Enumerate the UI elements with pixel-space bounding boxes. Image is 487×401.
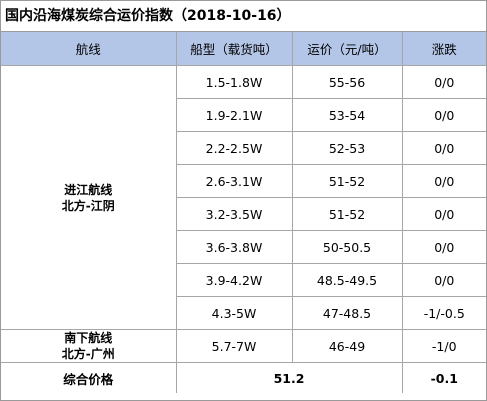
table-title: 国内沿海煤炭综合运价指数（2018-10-16） bbox=[1, 1, 486, 32]
route-line: 进江航线 bbox=[64, 182, 113, 197]
route-line: 北方-江阴 bbox=[61, 198, 115, 213]
route-cell: 南下航线北方-广州 bbox=[1, 329, 177, 363]
table-row: 南下航线 北方-广州 5.7-7W 46-49 -1/0 bbox=[1, 329, 486, 363]
cell: 2.6-3.1W bbox=[176, 164, 293, 198]
cell: 51-52 bbox=[291, 164, 403, 198]
cell: 52-53 bbox=[291, 131, 403, 165]
header-cell: 涨跌 bbox=[401, 32, 486, 66]
cell: 46-49 bbox=[291, 329, 403, 363]
route-line: 北方-广州 bbox=[61, 347, 115, 361]
footer-row: 综合价格 51.2 -0.1 bbox=[1, 362, 486, 393]
cell: 0/0 bbox=[401, 263, 486, 297]
cell: -1/0 bbox=[401, 329, 486, 363]
table: 航线 船型（载货吨） 运价（元/吨） 涨跌 进江航线 北方-江阴 1.5-1.8W 55-56… bbox=[1, 32, 486, 393]
footer-label: 综合价格 bbox=[1, 362, 177, 393]
table-row: 3.2-3.5W 51-52 0/0 bbox=[1, 197, 486, 231]
cell: 1.9-2.1W bbox=[176, 98, 293, 132]
cell: 2.2-2.5W bbox=[176, 131, 293, 165]
cell: 0/0 bbox=[401, 164, 486, 198]
cell: 55-56 bbox=[291, 65, 403, 99]
footer-change: -0.1 bbox=[401, 362, 486, 393]
cell: 0/0 bbox=[401, 230, 486, 264]
header-row: 航线 船型（载货吨） 运价（元/吨） 涨跌 bbox=[1, 32, 486, 66]
table-row: 4.3-5W 47-48.5 -1/-0.5 bbox=[1, 296, 486, 330]
cell: 53-54 bbox=[291, 98, 403, 132]
cell: 3.9-4.2W bbox=[176, 263, 293, 297]
header-cell: 船型（载货吨） bbox=[175, 32, 293, 66]
cell: 3.6-3.8W bbox=[176, 230, 293, 264]
cell: 0/0 bbox=[401, 65, 486, 99]
table-row: 2.2-2.5W 52-53 0/0 bbox=[1, 131, 486, 165]
route-line: 南下航线 bbox=[64, 331, 113, 345]
table-row: 进江航线 北方-江阴 1.5-1.8W 55-56 0/0 bbox=[1, 65, 486, 330]
header-cell: 航线 bbox=[1, 32, 177, 66]
cell: 0/0 bbox=[401, 131, 486, 165]
header-cell: 运价（元/吨） bbox=[291, 32, 403, 66]
cell: 4.3-5W bbox=[176, 296, 293, 330]
cell: 0/0 bbox=[401, 98, 486, 132]
cell: 50-50.5 bbox=[291, 230, 403, 264]
cell: 1.5-1.8W bbox=[175, 65, 293, 99]
cell: 5.7-7W bbox=[175, 329, 293, 363]
cell: 51-52 bbox=[291, 197, 403, 231]
table-row: 1.9-2.1W 53-54 0/0 bbox=[1, 98, 486, 132]
cell: 48.5-49.5 bbox=[291, 263, 403, 297]
cell: -1/-0.5 bbox=[401, 296, 486, 330]
cell: 0/0 bbox=[401, 197, 486, 231]
cell: 3.2-3.5W bbox=[176, 197, 293, 231]
cell: 47-48.5 bbox=[291, 296, 403, 330]
route-cell: 进江航线 北方-江阴 bbox=[1, 65, 177, 330]
footer-index: 51.2 bbox=[175, 362, 403, 393]
